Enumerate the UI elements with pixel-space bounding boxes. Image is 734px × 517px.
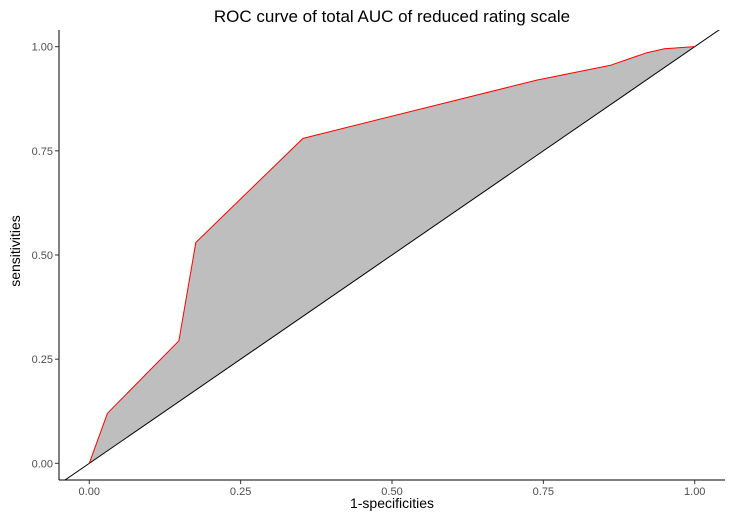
x-tick-label: 0.00: [79, 486, 100, 498]
plot-panel: [64, 30, 720, 480]
x-tick-label: 0.25: [230, 486, 251, 498]
x-axis-ticks: 0.00 0.25 0.50 0.75 1.00: [79, 480, 705, 498]
reference-diagonal-line: [64, 30, 720, 480]
x-tick-label: 0.50: [381, 486, 402, 498]
roc-curve-line: [88, 46, 695, 464]
y-axis-title: sensitivities: [7, 215, 23, 287]
y-tick-label: 0.75: [32, 146, 53, 158]
x-tick-label: 1.00: [684, 486, 705, 498]
x-axis-title: 1-specificities: [350, 495, 434, 511]
y-tick-label: 1.00: [32, 42, 53, 54]
y-tick-label: 0.25: [32, 354, 53, 366]
y-axis-ticks: 0.00 0.25 0.50 0.75 1.00: [32, 42, 59, 470]
x-tick-label: 0.75: [533, 486, 554, 498]
chart-title: ROC curve of total AUC of reduced rating…: [214, 7, 570, 26]
y-tick-label: 0.00: [32, 458, 53, 470]
y-tick-label: 0.50: [32, 250, 53, 262]
